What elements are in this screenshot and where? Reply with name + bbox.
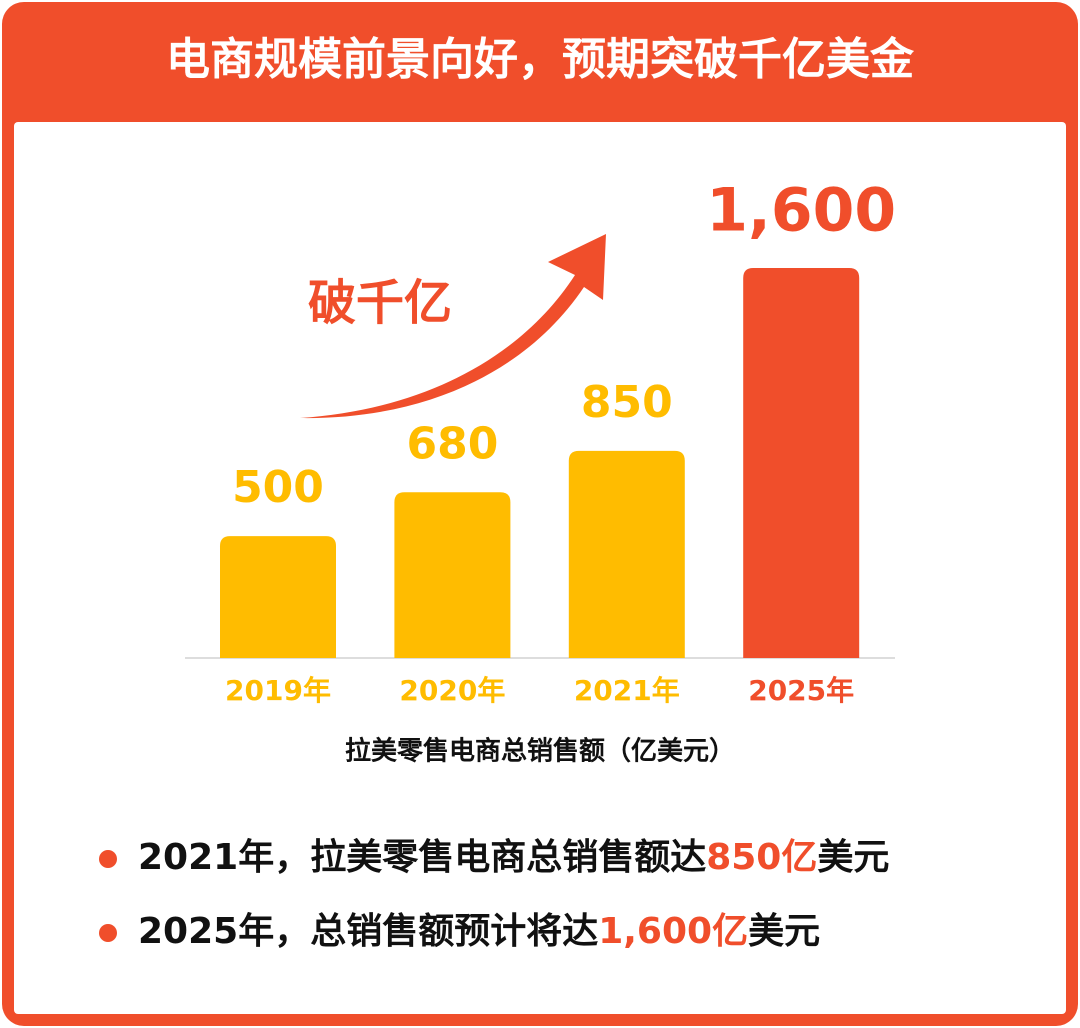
x-tick-label: 2019年 — [225, 674, 331, 707]
bullet-text: 2021年，拉美零售电商总销售额达850亿美元 — [138, 837, 889, 878]
x-tick-label: 2020年 — [399, 674, 505, 707]
value-label: 1,600 — [706, 176, 896, 246]
value-label: 850 — [581, 377, 673, 428]
bullet-segment: 1,600亿 — [598, 911, 748, 952]
x-axis-label: 拉美零售电商总销售额（亿美元） — [345, 736, 735, 767]
bar — [220, 536, 336, 658]
growth-arrow — [300, 234, 606, 419]
x-tick-label: 2025年 — [748, 674, 854, 707]
bullet-segment: 2021年，拉美零售电商总销售额达 — [138, 837, 706, 878]
x-tick-label: 2021年 — [574, 674, 680, 707]
bullet-segment: 850亿 — [706, 837, 817, 878]
bullet-segment: 2025年，总销售额预计将达 — [138, 911, 598, 952]
annotation: 破千亿 — [308, 275, 452, 331]
bar — [743, 268, 860, 658]
bullet-segment: 美元 — [748, 911, 820, 952]
bullet-dot — [99, 850, 117, 868]
bullet-segment: 美元 — [817, 837, 889, 878]
bar — [394, 492, 511, 658]
value-label: 500 — [232, 462, 324, 513]
bullet-dot — [99, 924, 117, 942]
chart-title: 电商规模前景向好，预期突破千亿美金 — [166, 34, 915, 85]
value-label: 680 — [406, 418, 498, 469]
bar — [568, 450, 685, 658]
bullet-text: 2025年，总销售额预计将达1,600亿美元 — [138, 911, 820, 952]
panel — [14, 122, 1066, 1014]
